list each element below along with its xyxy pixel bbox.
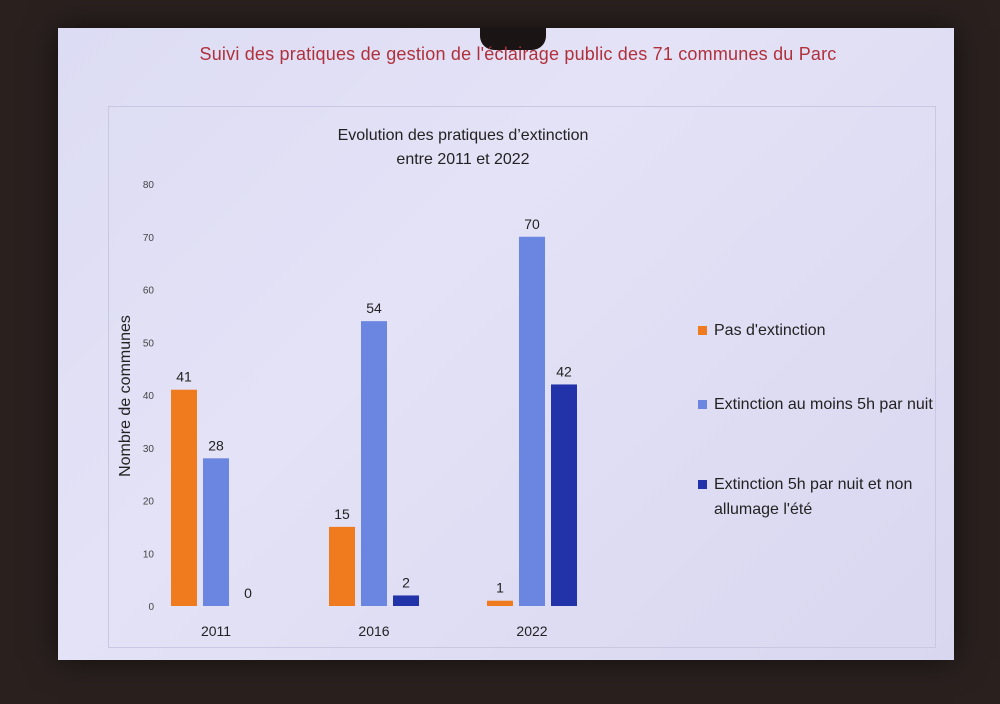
legend-swatch-extinction-5h bbox=[698, 400, 707, 409]
legend-item-extinction-non-allumage: Extinction 5h par nuit et non allumage l… bbox=[698, 472, 938, 522]
legend-label: Pas d'extinction bbox=[714, 322, 826, 339]
x-tick-label: 2011 bbox=[201, 623, 231, 639]
legend-label: Extinction au moins 5h par nuit bbox=[714, 396, 933, 413]
y-tick-label: 70 bbox=[143, 233, 155, 244]
chart-frame bbox=[108, 106, 936, 648]
screen-notch bbox=[480, 28, 546, 50]
legend-swatch-extinction-non-allumage bbox=[698, 480, 707, 489]
bar-value-label: 15 bbox=[334, 506, 350, 522]
y-tick-label: 50 bbox=[143, 338, 155, 349]
y-tick-label: 20 bbox=[143, 497, 155, 508]
bar bbox=[551, 384, 577, 606]
y-tick-label: 40 bbox=[143, 391, 155, 402]
x-tick-label: 2016 bbox=[358, 623, 389, 639]
y-tick-label: 30 bbox=[143, 444, 155, 455]
legend-item-extinction-5h: Extinction au moins 5h par nuit bbox=[698, 392, 938, 417]
y-tick-label: 80 bbox=[143, 180, 155, 191]
y-tick-label: 10 bbox=[143, 549, 155, 560]
bar-value-label: 70 bbox=[524, 216, 540, 232]
bar-chart: Evolution des pratiques d’extinction ent… bbox=[117, 127, 589, 639]
bar-value-label: 41 bbox=[176, 369, 192, 385]
bar-value-label: 2 bbox=[402, 574, 410, 590]
y-tick-label: 60 bbox=[143, 286, 155, 297]
legend-label: Extinction 5h par nuit et non allumage l… bbox=[714, 476, 913, 518]
y-tick-label: 0 bbox=[148, 602, 154, 613]
legend-swatch-pas-extinction bbox=[698, 326, 707, 335]
legend-item-pas-extinction: Pas d'extinction bbox=[698, 318, 938, 343]
bar-value-label: 28 bbox=[208, 437, 224, 453]
bar bbox=[487, 600, 513, 606]
bar bbox=[329, 526, 355, 606]
bar bbox=[393, 595, 419, 606]
bars: 41 28 0 15 54 2 1 70 42 bbox=[171, 216, 577, 606]
bar bbox=[361, 321, 387, 606]
y-axis-ticks: 0 10 20 30 40 50 60 70 80 bbox=[143, 180, 155, 613]
slide-title: Suivi des pratiques de gestion de l'écla… bbox=[199, 44, 837, 64]
bar bbox=[519, 236, 545, 606]
x-axis-ticks: 2011 2016 2022 bbox=[201, 623, 548, 639]
x-tick-label: 2022 bbox=[516, 623, 547, 639]
bar bbox=[203, 458, 229, 606]
chart-subtitle: entre 2011 et 2022 bbox=[396, 151, 529, 168]
bar bbox=[171, 389, 197, 606]
y-axis-label: Nombre de communes bbox=[117, 315, 134, 477]
bar-value-label: 1 bbox=[496, 580, 504, 596]
slide: Suivi des pratiques de gestion de l'écla… bbox=[58, 28, 954, 660]
bar-value-label: 42 bbox=[556, 363, 572, 379]
bar-value-label: 0 bbox=[244, 585, 252, 601]
chart-title: Evolution des pratiques d’extinction bbox=[338, 127, 589, 144]
bar-value-label: 54 bbox=[366, 300, 382, 316]
